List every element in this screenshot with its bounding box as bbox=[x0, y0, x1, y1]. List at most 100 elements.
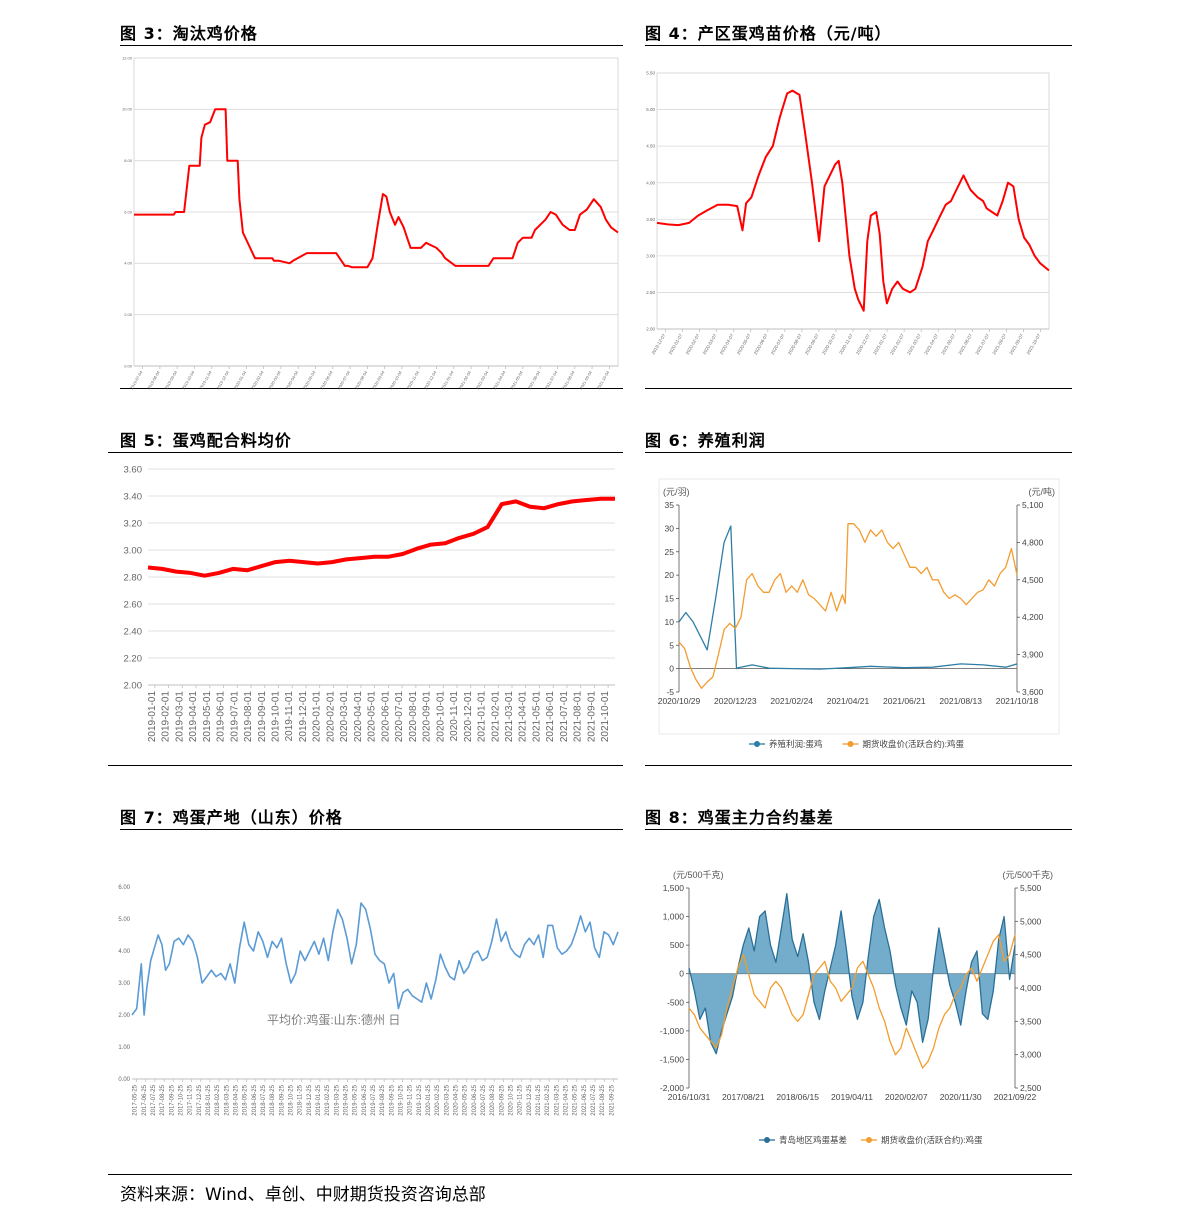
x-tick-label: 2020/11/30 bbox=[940, 1092, 982, 1102]
x-tick-label: 2019-07-25 bbox=[371, 1084, 377, 1115]
chart-title: 图 7：鸡蛋产地（山东）价格 bbox=[120, 808, 343, 827]
y1-tick-label: 0 bbox=[669, 664, 674, 674]
x-tick-label: 2021/09/22 bbox=[994, 1092, 1037, 1102]
x-tick-label: 2021-01-07 bbox=[872, 333, 888, 356]
y1-axis-title: (元/500千克) bbox=[673, 870, 724, 880]
x-tick-label: 2018-12-25 bbox=[307, 1084, 313, 1115]
x-tick-label: 2018-04-25 bbox=[233, 1084, 239, 1115]
title-rule bbox=[645, 45, 1072, 46]
x-tick-label: 2019-12-01 bbox=[298, 691, 309, 743]
y-tick-label: 4.00 bbox=[118, 949, 130, 955]
x-tick-label: 2019-09-04 bbox=[164, 369, 179, 390]
x-tick-label: 2019-08-01 bbox=[243, 691, 254, 743]
x-tick-label: 2021-03-07 bbox=[906, 333, 922, 356]
x-tick-label: 2021-03-01 bbox=[504, 691, 515, 743]
x-tick-label: 2020-07-07 bbox=[770, 333, 786, 356]
x-tick-label: 2017-11-25 bbox=[188, 1084, 194, 1115]
x-tick-label: 2021-06-07 bbox=[957, 333, 973, 356]
x-tick-label: 2021-01-01 bbox=[477, 691, 488, 743]
x-tick-label: 2021-10-04 bbox=[596, 369, 611, 390]
bottom-rule bbox=[120, 388, 623, 389]
y1-tick-label: 15 bbox=[665, 594, 675, 604]
x-tick-label: 2021-05-01 bbox=[531, 691, 542, 743]
x-tick-label: 2021/10/18 bbox=[996, 696, 1039, 706]
y-tick-label: 2.40 bbox=[124, 626, 143, 637]
series-line bbox=[131, 902, 619, 1016]
x-tick-label: 2018-01-25 bbox=[206, 1084, 212, 1115]
x-tick-label: 2021/04/21 bbox=[827, 696, 870, 706]
x-tick-label: 2020-04-07 bbox=[719, 333, 735, 356]
x-tick-label: 2017/08/21 bbox=[722, 1092, 765, 1102]
x-tick-label: 2020-10-04 bbox=[388, 369, 403, 390]
x-tick-label: 2018-06-25 bbox=[252, 1084, 258, 1115]
y2-tick-label: 4,500 bbox=[1020, 950, 1042, 960]
x-tick-label: 2020-09-04 bbox=[371, 369, 386, 390]
chart-fig8: (元/500千克) (元/500千克) -2,000 -1,500 -1,000 -500… bbox=[660, 870, 1053, 1145]
x-tick-label: 2019-03-25 bbox=[334, 1084, 340, 1115]
x-tick-label: 2021-03-04 bbox=[475, 369, 490, 390]
x-tick-label: 2020-05-04 bbox=[302, 369, 317, 390]
chart-fig4: 2.00 2.50 3.00 3.50 4.00 4.50 5.00 5.50 2019-12-… bbox=[646, 71, 1050, 356]
title-rule bbox=[108, 452, 623, 453]
y1-tick-label: -5 bbox=[666, 687, 674, 697]
x-tick-label: 2021-02-25 bbox=[545, 1084, 551, 1115]
x-tick-label: 2020-09-01 bbox=[422, 691, 433, 743]
x-tick-label: 2021-04-07 bbox=[923, 333, 939, 356]
x-tick-label: 2021-03-25 bbox=[554, 1084, 560, 1115]
x-tick-label: 2018-07-25 bbox=[261, 1084, 267, 1115]
y-tick-label: 3.20 bbox=[124, 518, 143, 529]
x-tick-label: 2018-05-25 bbox=[243, 1084, 249, 1115]
bottom-rule bbox=[645, 765, 1072, 766]
chart-title: 图 4：产区蛋鸡苗价格（元/吨） bbox=[645, 24, 892, 43]
y2-tick-label: 3,000 bbox=[1020, 1050, 1042, 1060]
x-tick-label: 2018-03-25 bbox=[224, 1084, 230, 1115]
x-tick-label: 2021-05-25 bbox=[573, 1084, 579, 1115]
panel-fig7: 图 7：鸡蛋产地（山东）价格 0.00 1.00 2.00 3.00 4.00 5.00 6… bbox=[118, 804, 623, 1179]
x-tick-label: 2021-06-25 bbox=[582, 1084, 588, 1115]
y1-tick-label: 1,000 bbox=[663, 912, 685, 922]
x-tick-label: 2020-08-25 bbox=[490, 1084, 496, 1115]
y-tick-label: 8.00 bbox=[124, 158, 133, 163]
x-tick-label: 2020-02-01 bbox=[325, 691, 336, 743]
series-line bbox=[134, 108, 619, 269]
x-tick-label: 2019-06-25 bbox=[362, 1084, 368, 1115]
x-tick-label: 2017-10-25 bbox=[178, 1084, 184, 1115]
y-tick-label: 3.60 bbox=[124, 464, 143, 475]
legend-label: 期货收盘价(活跃合约):鸡蛋 bbox=[881, 1135, 983, 1145]
x-tick-label: 2021-08-07 bbox=[991, 333, 1007, 356]
x-tick-label: 2020-12-25 bbox=[527, 1084, 533, 1115]
x-tick-label: 2020-08-07 bbox=[787, 333, 803, 356]
x-tick-label: 2020-07-04 bbox=[336, 369, 351, 390]
plot-frame bbox=[658, 478, 1060, 735]
x-tick-label: 2020-07-25 bbox=[481, 1084, 487, 1115]
y-tick-label: 2.00 bbox=[646, 327, 655, 332]
y-tick-label: 3.00 bbox=[118, 981, 130, 987]
x-tick-label: 2017-08-25 bbox=[160, 1084, 166, 1115]
x-tick-label: 2018/06/15 bbox=[776, 1092, 819, 1102]
y-tick-label: 1.00 bbox=[118, 1045, 130, 1051]
y-tick-label: 3.40 bbox=[124, 491, 143, 502]
x-tick-label: 2021-10-07 bbox=[1025, 333, 1041, 356]
x-tick-label: 2018-08-25 bbox=[270, 1084, 276, 1115]
y-tick-label: 0.00 bbox=[124, 363, 133, 368]
x-tick-label: 2021/08/13 bbox=[939, 696, 982, 706]
y-tick-label: 3.50 bbox=[646, 217, 655, 222]
series-line bbox=[656, 89, 1050, 312]
y2-tick-label: 5,500 bbox=[1020, 883, 1042, 893]
x-tick-label: 2016/10/31 bbox=[668, 1092, 711, 1102]
x-tick-label: 2020-03-07 bbox=[702, 333, 718, 356]
x-tick-label: 2021-09-01 bbox=[586, 691, 597, 743]
x-tick-label: 2019-12-04 bbox=[215, 369, 230, 390]
x-tick-label: 2020-04-01 bbox=[353, 691, 364, 743]
x-tick-label: 2019-12-07 bbox=[651, 333, 667, 356]
x-tick-label: 2020-05-07 bbox=[736, 333, 752, 356]
series-line bbox=[688, 934, 1016, 1069]
x-tick-label: 2018-10-25 bbox=[288, 1084, 294, 1115]
bottom-rule bbox=[645, 388, 1072, 389]
x-tick-label: 2021-07-04 bbox=[544, 369, 559, 390]
x-tick-label: 2020-12-01 bbox=[463, 691, 474, 743]
x-tick-label: 2020-04-25 bbox=[454, 1084, 460, 1115]
y1-tick-label: 0 bbox=[679, 969, 684, 979]
x-tick-label: 2019-08-04 bbox=[146, 369, 161, 390]
